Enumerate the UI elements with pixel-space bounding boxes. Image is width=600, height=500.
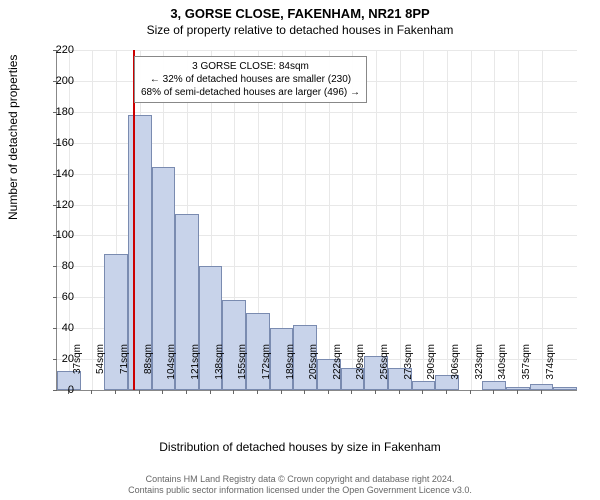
xtick-label: 290sqm xyxy=(426,344,437,394)
xtick-mark xyxy=(470,390,471,394)
xtick-label: 374sqm xyxy=(545,344,556,394)
xtick-label: 323sqm xyxy=(474,344,485,394)
gridline-v xyxy=(471,50,472,390)
annotation-line3: 68% of semi-detached houses are larger (… xyxy=(141,86,360,99)
ytick-label: 120 xyxy=(44,199,74,211)
xtick-mark xyxy=(210,390,211,394)
gridline-v xyxy=(92,50,93,390)
xtick-mark xyxy=(186,390,187,394)
xtick-mark xyxy=(541,390,542,394)
annotation-line1: 3 GORSE CLOSE: 84sqm xyxy=(141,60,360,73)
xtick-mark xyxy=(328,390,329,394)
xtick-label: 54sqm xyxy=(95,344,106,394)
xtick-mark xyxy=(375,390,376,394)
ytick-label: 40 xyxy=(44,322,74,334)
xtick-mark xyxy=(446,390,447,394)
ytick-label: 100 xyxy=(44,229,74,241)
chart-subtitle: Size of property relative to detached ho… xyxy=(0,21,600,37)
annotation-line2: ← 32% of detached houses are smaller (23… xyxy=(141,73,360,86)
gridline-v xyxy=(69,50,70,390)
xtick-mark xyxy=(517,390,518,394)
ytick-label: 0 xyxy=(44,384,74,396)
xtick-mark xyxy=(399,390,400,394)
gridline-v xyxy=(400,50,401,390)
xtick-mark xyxy=(115,390,116,394)
x-axis-label: Distribution of detached houses by size … xyxy=(0,440,600,454)
ytick-label: 200 xyxy=(44,75,74,87)
gridline-v xyxy=(376,50,377,390)
ytick-label: 180 xyxy=(44,106,74,118)
xtick-label: 138sqm xyxy=(214,344,225,394)
xtick-mark xyxy=(91,390,92,394)
xtick-label: 155sqm xyxy=(237,344,248,394)
xtick-mark xyxy=(304,390,305,394)
ytick-label: 60 xyxy=(44,291,74,303)
gridline-v xyxy=(542,50,543,390)
footer-line2: Contains public sector information licen… xyxy=(0,485,600,496)
annotation-box: 3 GORSE CLOSE: 84sqm ← 32% of detached h… xyxy=(134,56,367,103)
xtick-label: 273sqm xyxy=(403,344,414,394)
footer: Contains HM Land Registry data © Crown c… xyxy=(0,474,600,497)
chart-area: 3 GORSE CLOSE: 84sqm ← 32% of detached h… xyxy=(56,50,576,430)
ytick-label: 140 xyxy=(44,168,74,180)
xtick-mark xyxy=(139,390,140,394)
y-axis-label: Number of detached properties xyxy=(6,55,20,220)
xtick-label: 340sqm xyxy=(497,344,508,394)
xtick-mark xyxy=(493,390,494,394)
xtick-label: 205sqm xyxy=(308,344,319,394)
xtick-mark xyxy=(162,390,163,394)
xtick-label: 239sqm xyxy=(355,344,366,394)
ytick-label: 80 xyxy=(44,260,74,272)
xtick-label: 121sqm xyxy=(190,344,201,394)
xtick-mark xyxy=(351,390,352,394)
xtick-label: 306sqm xyxy=(450,344,461,394)
chart-title: 3, GORSE CLOSE, FAKENHAM, NR21 8PP xyxy=(0,0,600,21)
gridline-v xyxy=(494,50,495,390)
xtick-label: 172sqm xyxy=(261,344,272,394)
xtick-label: 222sqm xyxy=(332,344,343,394)
xtick-mark xyxy=(281,390,282,394)
xtick-mark xyxy=(422,390,423,394)
ytick-label: 20 xyxy=(44,353,74,365)
xtick-label: 256sqm xyxy=(379,344,390,394)
xtick-label: 357sqm xyxy=(521,344,532,394)
xtick-label: 104sqm xyxy=(166,344,177,394)
gridline-v xyxy=(447,50,448,390)
xtick-label: 88sqm xyxy=(143,344,154,394)
xtick-label: 71sqm xyxy=(119,344,130,394)
histogram-bar xyxy=(553,387,577,390)
xtick-mark xyxy=(233,390,234,394)
ytick-label: 220 xyxy=(44,44,74,56)
gridline-v xyxy=(423,50,424,390)
xtick-label: 189sqm xyxy=(285,344,296,394)
ytick-label: 160 xyxy=(44,137,74,149)
gridline-v xyxy=(518,50,519,390)
footer-line1: Contains HM Land Registry data © Crown c… xyxy=(0,474,600,485)
xtick-mark xyxy=(257,390,258,394)
